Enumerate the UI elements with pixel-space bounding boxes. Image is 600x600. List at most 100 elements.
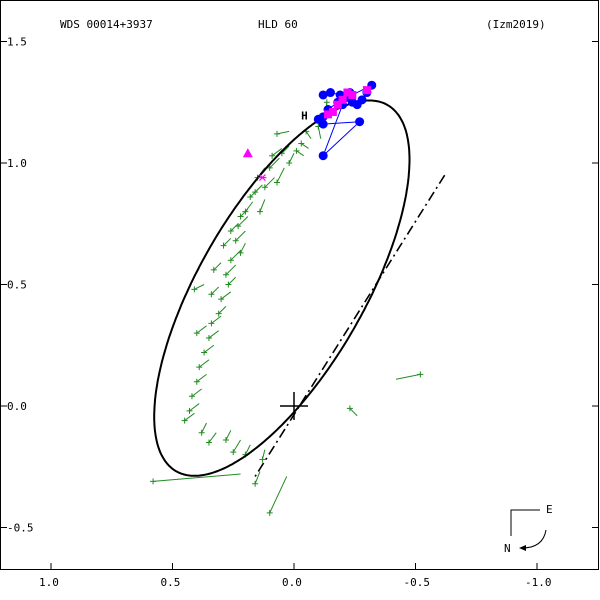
primary-star-cross	[280, 392, 308, 420]
observation-residual	[296, 150, 304, 157]
observation-residual	[235, 230, 246, 242]
orbit-ellipse	[153, 99, 411, 477]
speckle-point	[328, 107, 337, 116]
observation-point	[298, 140, 305, 147]
observation-point	[230, 449, 237, 456]
compass-arrowhead	[519, 545, 526, 551]
y-tick-label: 1.5	[7, 36, 27, 49]
observation-residual	[305, 131, 312, 139]
observation-point	[323, 99, 330, 106]
observation-point	[193, 330, 200, 337]
y-tick-label: 1.0	[7, 157, 27, 170]
observation-point	[273, 130, 280, 137]
x-tick-label: -1.0	[525, 576, 552, 589]
observation-residual	[349, 408, 358, 417]
observation-residual	[220, 291, 232, 300]
observation-residual	[153, 473, 241, 482]
observation-residual	[276, 167, 285, 183]
observation-residual	[244, 444, 251, 455]
high-precision-link	[323, 121, 360, 125]
other-markers	[242, 148, 267, 182]
observation-residual	[259, 199, 266, 212]
compass-frame	[510, 509, 540, 536]
observation-point	[201, 349, 208, 356]
speckle-point	[333, 100, 342, 109]
triangle-marker	[242, 148, 253, 158]
observation-residual	[225, 430, 232, 441]
observation-residual	[211, 286, 220, 295]
x-tick-label: -0.5	[404, 576, 431, 589]
speckle-point	[343, 88, 352, 97]
observation-residual	[213, 262, 222, 271]
header-center: HLD 60	[258, 18, 298, 31]
observation-residual	[230, 250, 241, 261]
observation-point	[247, 194, 254, 201]
observation-point	[346, 405, 353, 412]
compass: E N	[504, 503, 553, 555]
observation-point	[191, 286, 198, 293]
high-precision-link	[347, 97, 353, 103]
y-tick-labels: 1.5 1.0 0.5 0.0 -0.5	[7, 36, 34, 535]
observation-residual	[264, 177, 275, 188]
observation-point	[188, 393, 195, 400]
cross-marker	[258, 174, 267, 182]
observation-residual	[184, 412, 195, 421]
observation-point	[193, 378, 200, 385]
x-tick-labels: 1.0 0.5 0.0 -0.5 -1.0	[39, 576, 552, 589]
observation-residual	[201, 422, 207, 433]
observation-point	[208, 320, 215, 327]
observation-residual	[301, 143, 309, 149]
observation-residual	[237, 216, 249, 227]
compass-north: N	[504, 542, 511, 555]
high-precision-link	[322, 104, 344, 156]
x-tick-label: 0.5	[161, 576, 181, 589]
observation-residual	[208, 330, 219, 339]
high-precision-link	[317, 118, 324, 125]
observation-point	[261, 184, 268, 191]
observation-residual	[223, 237, 232, 246]
observation-point	[293, 147, 300, 154]
observation-residual	[271, 148, 283, 157]
observation-residual	[288, 153, 295, 164]
observation-residual	[281, 145, 290, 154]
observation-residual	[196, 325, 207, 334]
observation-residual	[395, 373, 421, 380]
header-left: WDS 00014+3937	[60, 18, 153, 31]
observation-residual	[269, 157, 280, 169]
observation-point	[269, 152, 276, 159]
speckle-point	[324, 110, 333, 119]
observation-point	[215, 310, 222, 317]
observation-point	[266, 509, 273, 516]
observation-point	[225, 281, 232, 288]
observation-residual	[191, 388, 202, 397]
observation-point	[205, 439, 212, 446]
micrometer-observations	[150, 99, 424, 516]
high-precision-link	[330, 92, 341, 96]
observation-residual	[189, 403, 200, 412]
observation-residual	[269, 476, 288, 514]
x-tick-label: 1.0	[39, 576, 59, 589]
observation-point	[220, 242, 227, 249]
observation-point	[286, 160, 293, 166]
observation-residual	[254, 471, 261, 484]
observation-point	[227, 228, 234, 235]
x-tick-label: 0.0	[282, 576, 302, 589]
observation-point	[186, 407, 193, 414]
observation-point	[198, 429, 205, 436]
observation-residual	[240, 242, 246, 254]
observation-point	[222, 271, 229, 278]
observation-point	[237, 213, 244, 220]
y-tick-label: 0.0	[7, 400, 27, 413]
speckle-point	[362, 86, 371, 95]
plot-frame	[0, 0, 599, 570]
observation-residual	[232, 439, 241, 453]
header-right: (Izm2019)	[486, 18, 546, 31]
observation-residual	[240, 208, 249, 217]
observation-residual	[208, 432, 217, 443]
observation-residual	[196, 374, 207, 383]
high-precision-link	[318, 116, 324, 120]
high-precision-link	[323, 92, 331, 96]
observation-residual	[230, 223, 239, 232]
